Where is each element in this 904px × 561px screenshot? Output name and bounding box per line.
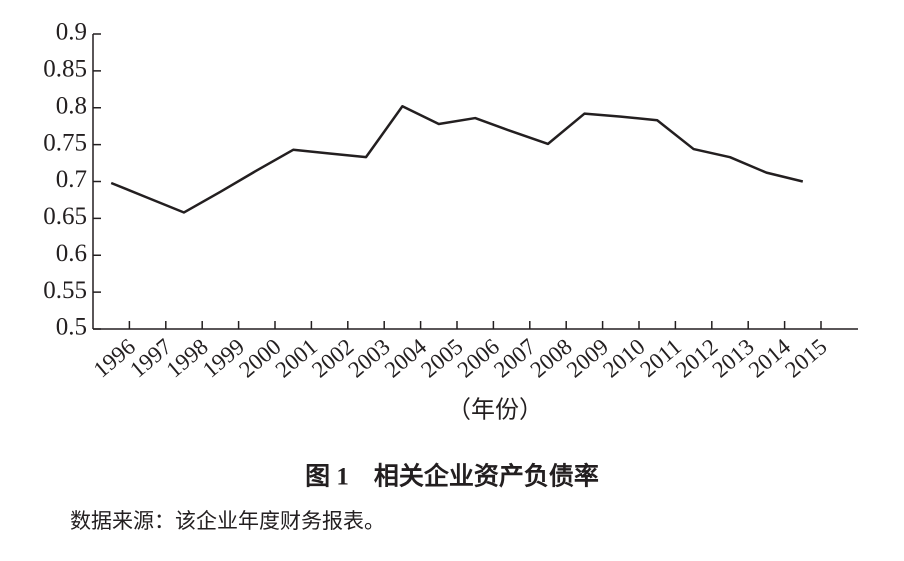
x-tick-label: 2015: [780, 334, 831, 383]
y-tick-label: 0.85: [43, 56, 87, 83]
y-tick-label: 0.75: [43, 129, 87, 156]
x-axis-label: （年份）: [447, 397, 543, 424]
chart-title: 图 1 相关企业资产负债率: [305, 462, 599, 491]
y-tick-label: 0.55: [43, 277, 87, 304]
y-tick-label: 0.7: [56, 166, 87, 193]
data-line: [110, 105, 804, 214]
y-tick-label: 0.9: [56, 19, 87, 46]
y-tick-label: 0.8: [56, 92, 87, 119]
y-tick-label: 0.6: [56, 240, 87, 267]
source-note: 数据来源：该企业年度财务报表。: [70, 509, 385, 533]
y-tick-label: 0.65: [43, 203, 87, 230]
y-tick-label: 0.5: [56, 314, 87, 341]
